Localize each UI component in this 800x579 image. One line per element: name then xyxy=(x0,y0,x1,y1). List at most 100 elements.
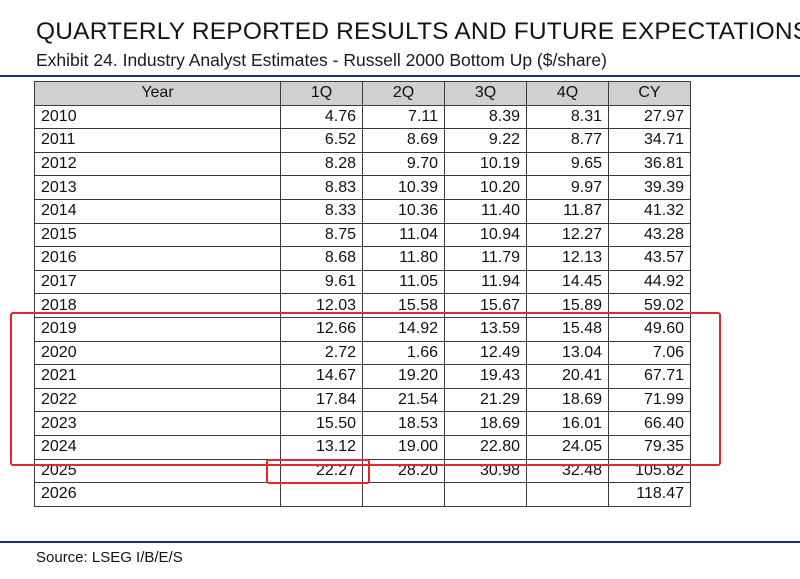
value-cell: 10.20 xyxy=(444,175,527,200)
table-header-row: Year 1Q 2Q 3Q 4Q CY xyxy=(34,81,691,106)
year-cell: 2011 xyxy=(34,128,281,153)
year-cell: 2024 xyxy=(34,434,281,460)
table-row: 2019 12.66 14.92 13.59 15.48 49.60 xyxy=(34,316,691,342)
value-cell: 27.97 xyxy=(608,104,691,130)
year-cell: 2015 xyxy=(34,222,281,248)
year-cell: 2022 xyxy=(34,387,281,413)
page-title: QUARTERLY REPORTED RESULTS AND FUTURE EX… xyxy=(36,18,800,45)
col-header-4q: 4Q xyxy=(526,81,609,106)
value-cell: 4.76 xyxy=(280,104,363,130)
value-cell: 41.32 xyxy=(608,198,691,224)
value-cell: 18.69 xyxy=(526,387,609,413)
value-cell: 9.97 xyxy=(526,175,609,200)
top-rule xyxy=(0,75,800,77)
value-cell: 10.39 xyxy=(362,175,445,200)
year-cell: 2023 xyxy=(34,411,281,436)
table-row: 2018 12.03 15.58 15.67 15.89 59.02 xyxy=(34,293,691,318)
value-cell: 66.40 xyxy=(608,411,691,436)
table-row: 2013 8.83 10.39 10.20 9.97 39.39 xyxy=(34,175,691,200)
value-cell: 15.89 xyxy=(526,293,609,318)
value-cell: 14.67 xyxy=(280,364,363,389)
year-cell: 2010 xyxy=(34,104,281,130)
value-cell: 6.52 xyxy=(280,128,363,153)
col-header-1q: 1Q xyxy=(280,81,363,106)
value-cell: 1.66 xyxy=(362,340,445,366)
year-cell: 2012 xyxy=(34,151,281,177)
value-cell: 15.67 xyxy=(444,293,527,318)
value-cell: 16.01 xyxy=(526,411,609,436)
value-cell: 105.82 xyxy=(608,458,691,484)
value-cell: 8.77 xyxy=(526,128,609,153)
value-cell: 10.19 xyxy=(444,151,527,177)
value-cell: 10.36 xyxy=(362,198,445,224)
year-cell: 2021 xyxy=(34,364,281,389)
table-row: 2020 2.72 1.66 12.49 13.04 7.06 xyxy=(34,340,691,366)
value-cell: 44.92 xyxy=(608,269,691,295)
value-cell: 8.83 xyxy=(280,175,363,200)
table-row: 2017 9.61 11.05 11.94 14.45 44.92 xyxy=(34,269,691,295)
year-cell: 2020 xyxy=(34,340,281,366)
value-cell: 21.54 xyxy=(362,387,445,413)
value-cell: 11.40 xyxy=(444,198,527,224)
value-cell: 8.33 xyxy=(280,198,363,224)
value-cell: 71.99 xyxy=(608,387,691,413)
value-cell: 9.22 xyxy=(444,128,527,153)
value-cell: 39.39 xyxy=(608,175,691,200)
value-cell: 79.35 xyxy=(608,434,691,460)
value-cell: 59.02 xyxy=(608,293,691,318)
value-cell: 11.04 xyxy=(362,222,445,248)
value-cell: 67.71 xyxy=(608,364,691,389)
col-header-cy: CY xyxy=(608,81,691,106)
year-cell: 2026 xyxy=(34,482,281,507)
value-cell: 30.98 xyxy=(444,458,527,484)
exhibit-subtitle: Exhibit 24. Industry Analyst Estimates -… xyxy=(36,50,607,70)
value-cell: 11.79 xyxy=(444,246,527,271)
table-row: 2025 22.27 28.20 30.98 32.48 105.82 xyxy=(34,458,691,484)
value-cell: 17.84 xyxy=(280,387,363,413)
table-row: 2010 4.76 7.11 8.39 8.31 27.97 xyxy=(34,104,691,130)
value-cell: 7.11 xyxy=(362,104,445,130)
year-cell: 2019 xyxy=(34,316,281,342)
estimates-table: Year 1Q 2Q 3Q 4Q CY 2010 4.76 7.11 8.39 8.31… xyxy=(34,81,691,507)
table-row: 2024 13.12 19.00 22.80 24.05 79.35 xyxy=(34,434,691,460)
year-cell: 2018 xyxy=(34,293,281,318)
table-row: 2016 8.68 11.80 11.79 12.13 43.57 xyxy=(34,246,691,271)
value-cell xyxy=(280,482,363,507)
value-cell: 8.75 xyxy=(280,222,363,248)
col-header-2q: 2Q xyxy=(362,81,445,106)
value-cell: 12.49 xyxy=(444,340,527,366)
table-row: 2021 14.67 19.20 19.43 20.41 67.71 xyxy=(34,364,691,389)
value-cell: 12.03 xyxy=(280,293,363,318)
value-cell: 22.80 xyxy=(444,434,527,460)
year-cell: 2014 xyxy=(34,198,281,224)
value-cell: 32.48 xyxy=(526,458,609,484)
value-cell: 14.92 xyxy=(362,316,445,342)
value-cell: 15.50 xyxy=(280,411,363,436)
source-note: Source: LSEG I/B/E/S xyxy=(36,549,183,566)
col-header-3q: 3Q xyxy=(444,81,527,106)
year-cell: 2025 xyxy=(34,458,281,484)
value-cell: 11.94 xyxy=(444,269,527,295)
value-cell: 13.12 xyxy=(280,434,363,460)
value-cell: 20.41 xyxy=(526,364,609,389)
table-row: 2022 17.84 21.54 21.29 18.69 71.99 xyxy=(34,387,691,413)
year-cell: 2013 xyxy=(34,175,281,200)
value-cell: 11.80 xyxy=(362,246,445,271)
table-row: 2011 6.52 8.69 9.22 8.77 34.71 xyxy=(34,128,691,153)
value-cell xyxy=(526,482,609,507)
value-cell: 13.04 xyxy=(526,340,609,366)
value-cell xyxy=(444,482,527,507)
value-cell: 118.47 xyxy=(608,482,691,507)
value-cell: 18.69 xyxy=(444,411,527,436)
value-cell: 7.06 xyxy=(608,340,691,366)
value-cell: 11.87 xyxy=(526,198,609,224)
value-cell xyxy=(362,482,445,507)
value-cell: 8.28 xyxy=(280,151,363,177)
value-cell: 24.05 xyxy=(526,434,609,460)
value-cell: 34.71 xyxy=(608,128,691,153)
value-cell: 8.31 xyxy=(526,104,609,130)
value-cell: 43.28 xyxy=(608,222,691,248)
value-cell: 15.58 xyxy=(362,293,445,318)
value-cell: 36.81 xyxy=(608,151,691,177)
value-cell: 9.70 xyxy=(362,151,445,177)
